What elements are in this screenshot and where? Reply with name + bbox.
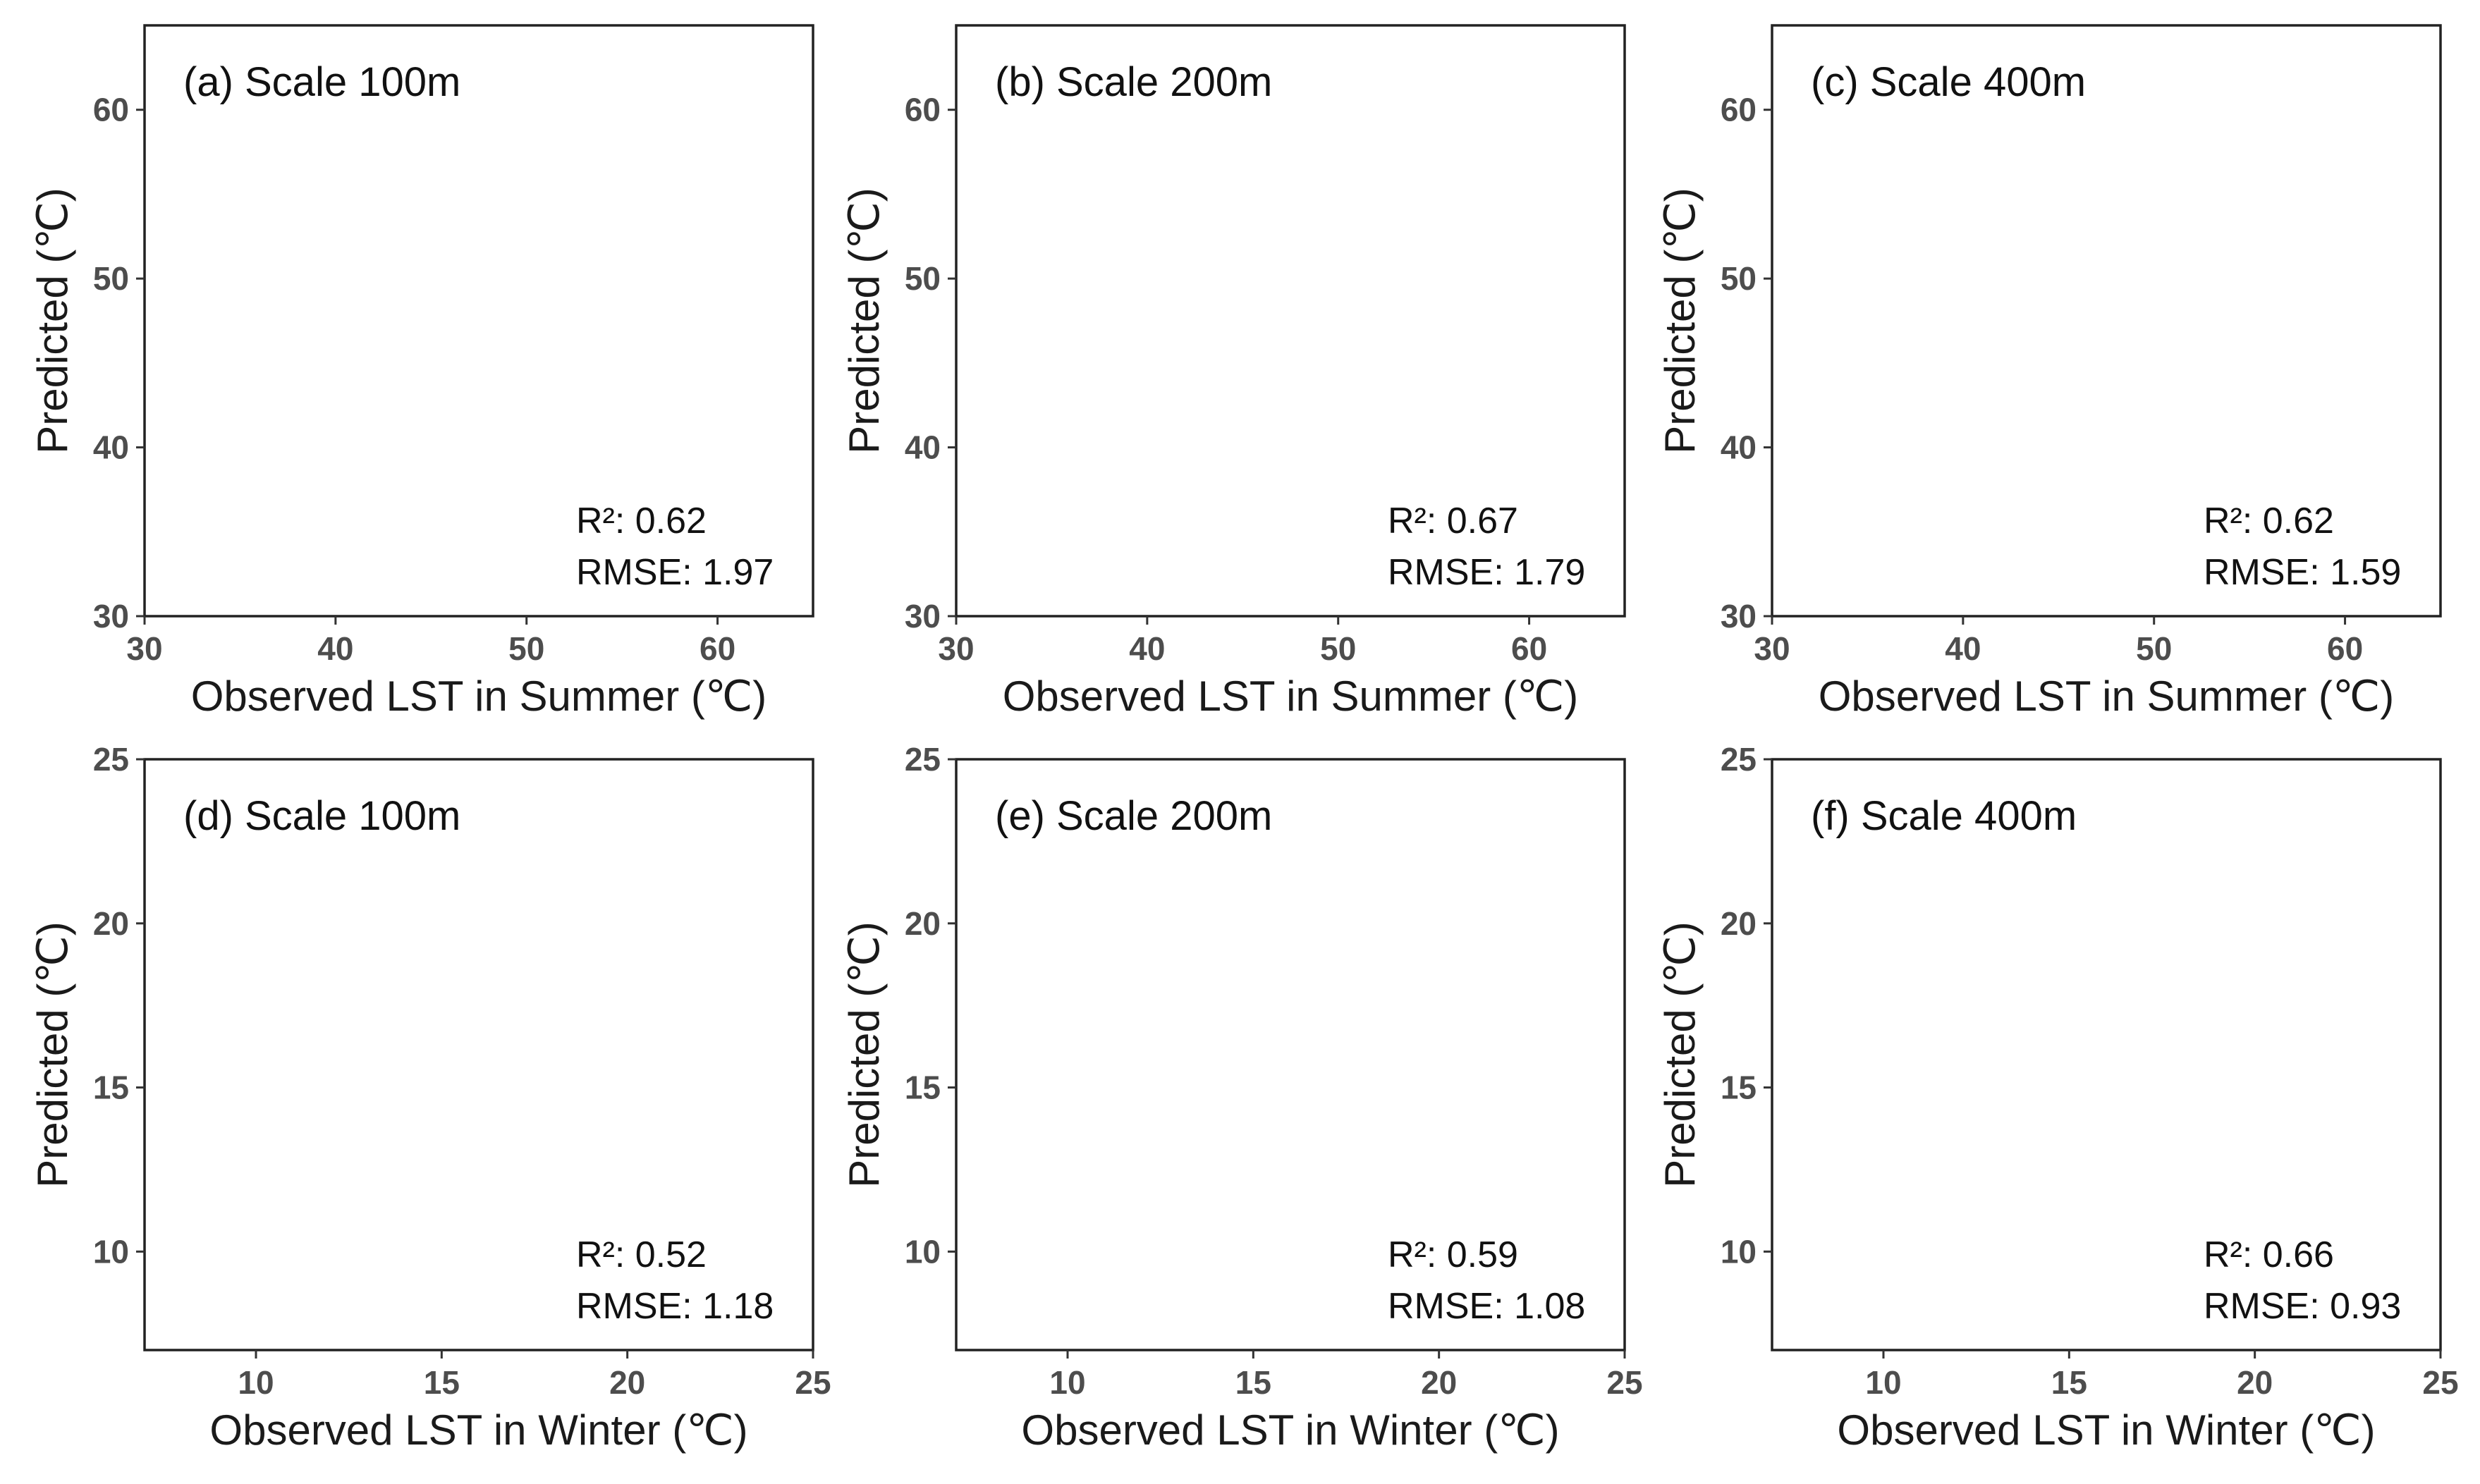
y-tick-label: 60 bbox=[1721, 92, 1757, 128]
r-squared-label: R²: 0.62 bbox=[2204, 501, 2334, 541]
y-tick-label: 50 bbox=[905, 260, 941, 297]
y-axis-title: Predicted (℃) bbox=[29, 921, 76, 1188]
y-tick-label: 15 bbox=[93, 1069, 129, 1106]
x-tick-label: 10 bbox=[238, 1364, 274, 1401]
x-tick-label: 50 bbox=[1320, 630, 1356, 667]
y-tick-label: 50 bbox=[1721, 260, 1757, 297]
panel-title: (c) Scale 400m bbox=[1811, 59, 2086, 105]
r-squared-label: R²: 0.62 bbox=[576, 501, 707, 541]
x-tick-label: 40 bbox=[317, 630, 353, 667]
y-tick-label: 50 bbox=[93, 260, 129, 297]
x-tick-label: 50 bbox=[508, 630, 544, 667]
y-tick-label: 40 bbox=[93, 429, 129, 466]
plot-frame bbox=[143, 758, 814, 1351]
x-tick-label: 30 bbox=[938, 630, 974, 667]
x-tick-label: 40 bbox=[1945, 630, 1981, 667]
panel-title: (a) Scale 100m bbox=[183, 59, 460, 105]
rmse-label: RMSE: 1.97 bbox=[576, 552, 774, 593]
panel-b: 30 40 50 60 30 40 50 60 Observed LST in Summer (… bbox=[841, 24, 1626, 720]
x-tick-label: 50 bbox=[2136, 630, 2172, 667]
panel-title: (b) Scale 200m bbox=[995, 59, 1272, 105]
r-squared-label: R²: 0.67 bbox=[1388, 501, 1518, 541]
y-axis-title: Predicted (℃) bbox=[1656, 188, 1704, 454]
x-axis-title: Observed LST in Summer (℃) bbox=[1003, 673, 1579, 720]
y-axis-title: Predicted (℃) bbox=[29, 188, 76, 454]
plot-frame bbox=[955, 24, 1626, 618]
rmse-label: RMSE: 1.79 bbox=[1388, 552, 1585, 593]
y-tick-label: 40 bbox=[905, 429, 941, 466]
panel-c: 30 40 50 60 30 40 50 60 Observed LST in Summer (… bbox=[1656, 24, 2442, 720]
y-tick-label: 60 bbox=[905, 92, 941, 128]
r-squared-label: R²: 0.52 bbox=[576, 1234, 707, 1275]
panel-d: 10 15 20 25 10 15 20 25 Observed LST in Winter (… bbox=[29, 741, 831, 1454]
y-tick-label: 25 bbox=[93, 741, 129, 778]
x-tick-label: 30 bbox=[126, 630, 162, 667]
y-axis-title: Predicted (℃) bbox=[841, 188, 888, 454]
x-tick-label: 60 bbox=[700, 630, 735, 667]
x-axis-title: Observed LST in Summer (℃) bbox=[191, 673, 767, 720]
y-tick-label: 10 bbox=[93, 1233, 129, 1270]
y-tick-label: 20 bbox=[93, 905, 129, 942]
x-tick-label: 25 bbox=[795, 1364, 831, 1401]
y-tick-label: 30 bbox=[1721, 598, 1757, 634]
x-axis-title: Observed LST in Winter (℃) bbox=[209, 1406, 747, 1454]
y-tick-label: 30 bbox=[93, 598, 129, 634]
x-tick-label: 40 bbox=[1129, 630, 1165, 667]
y-tick-label: 40 bbox=[1721, 429, 1757, 466]
panel-a: 30 40 50 60 30 40 50 60 Observed LST in Summer (… bbox=[29, 24, 814, 720]
rmse-label: RMSE: 1.59 bbox=[2204, 552, 2401, 593]
y-tick-label: 60 bbox=[93, 92, 129, 128]
x-tick-label: 15 bbox=[424, 1364, 460, 1401]
x-tick-label: 60 bbox=[1511, 630, 1547, 667]
x-axis-title: Observed LST in Summer (℃) bbox=[1819, 673, 2395, 720]
x-tick-label: 20 bbox=[609, 1364, 645, 1401]
plot-frame bbox=[143, 24, 814, 618]
panel-title: (d) Scale 100m bbox=[183, 793, 460, 839]
rmse-label: RMSE: 1.18 bbox=[576, 1286, 774, 1327]
x-tick-label: 60 bbox=[2327, 630, 2363, 667]
y-tick-label: 30 bbox=[905, 598, 941, 634]
plot-frame bbox=[1771, 24, 2442, 618]
x-tick-label: 30 bbox=[1754, 630, 1790, 667]
